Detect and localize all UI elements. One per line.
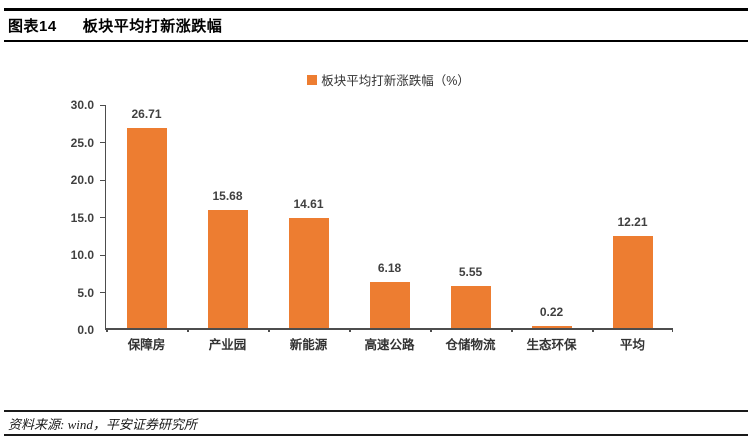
figure-number: 图表14 <box>8 18 57 35</box>
bar-value-label: 26.71 <box>131 106 162 121</box>
source-separator-bottom <box>4 434 748 436</box>
y-axis-tick-label: 30.0 <box>70 98 94 112</box>
figure-title-text: 板块平均打新涨跌幅 <box>82 18 223 35</box>
top-rule <box>4 8 748 11</box>
chart-legend: 板块平均打新涨跌幅（%） <box>105 70 672 89</box>
bar-value-label: 5.55 <box>458 265 483 280</box>
bar-chart: 0.0 5.0 10.0 15.0 20.0 25.0 30.0 26.71 保障房 15.68 产… <box>71 99 673 351</box>
x-axis-category-label: 生态环保 <box>526 338 577 352</box>
source-separator-top <box>4 410 748 412</box>
y-axis-tick-label: 10.0 <box>70 248 94 262</box>
x-axis-tick <box>187 328 189 332</box>
plot-area: 0.0 5.0 10.0 15.0 20.0 25.0 30.0 26.71 保障房 15.68 产… <box>71 99 673 351</box>
bar <box>531 326 572 328</box>
x-axis-tick <box>349 328 351 332</box>
x-axis-tick <box>106 328 108 332</box>
bar-value-label: 12.21 <box>617 215 648 230</box>
legend-label: 板块平均打新涨跌幅（%） <box>321 74 470 88</box>
y-axis-tick-label: 0.0 <box>77 323 94 337</box>
y-axis-tick <box>100 104 105 106</box>
x-axis-category-label: 保障房 <box>127 338 166 352</box>
legend-swatch-icon <box>307 74 318 85</box>
bar-value-label: 15.68 <box>212 189 243 204</box>
bar <box>612 236 653 328</box>
figure-title: 图表14 板块平均打新涨跌幅 <box>8 15 222 36</box>
y-axis-tick <box>100 292 105 293</box>
x-axis-tick <box>430 328 432 332</box>
bar <box>126 127 167 328</box>
y-axis-tick <box>100 179 105 181</box>
y-axis-tick <box>100 254 105 256</box>
x-axis-tick <box>671 328 673 332</box>
x-axis-category-label: 仓储物流 <box>445 338 496 352</box>
title-underline <box>4 40 748 42</box>
x-axis-category-label: 新能源 <box>289 338 328 352</box>
x-axis-category-label: 高速公路 <box>364 338 415 352</box>
x-axis-tick <box>268 328 270 332</box>
x-axis-tick <box>592 328 594 332</box>
y-axis-tick-label: 5.0 <box>77 285 94 300</box>
bar <box>207 210 248 328</box>
bar-value-label: 14.61 <box>293 197 324 212</box>
x-axis-tick <box>511 328 513 332</box>
bar <box>369 281 410 328</box>
y-axis-tick-label: 15.0 <box>70 210 94 225</box>
y-axis-tick <box>100 217 105 218</box>
x-axis-category-label: 平均 <box>619 338 645 352</box>
bar-value-label: 6.18 <box>377 260 402 275</box>
y-axis-tick-label: 20.0 <box>70 173 94 187</box>
bar-value-label: 0.22 <box>539 305 564 320</box>
bar <box>288 218 329 328</box>
bar <box>450 286 491 328</box>
y-axis-tick-label: 25.0 <box>70 135 94 150</box>
x-axis-category-label: 产业园 <box>208 338 247 352</box>
y-axis-tick <box>100 142 105 143</box>
source-note: 资料来源: wind，平安证券研究所 <box>8 417 197 432</box>
